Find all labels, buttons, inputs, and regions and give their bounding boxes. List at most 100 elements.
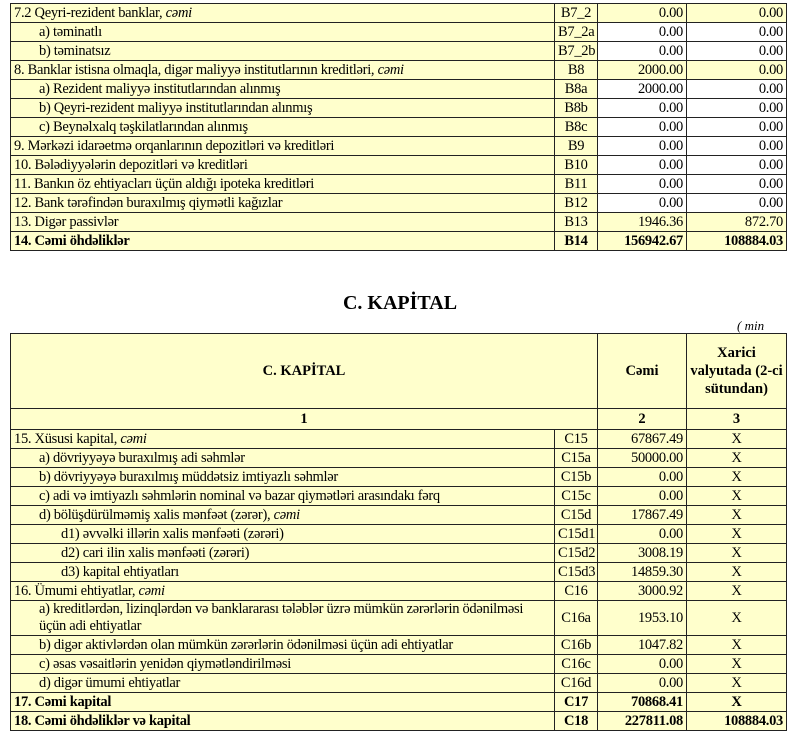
row-label-text: c) adi və imtiyazlı səhmlərin nominal və… (39, 487, 440, 504)
row-value-total: 0.00 (597, 654, 687, 674)
header-col-number-2: 2 (597, 408, 687, 430)
row-code-text: C15c (561, 487, 591, 504)
row-value-foreign-text: 108884.03 (724, 232, 783, 249)
table-row: b) dövriyyəyə buraxılmış müddətsiz imtiy… (10, 467, 787, 487)
row-label: c) adi və imtiyazlı səhmlərin nominal və… (10, 486, 555, 506)
row-label: d1) əvvəlki illərin xalis mənfəəti (zərə… (10, 524, 555, 544)
row-label: a) Rezident maliyyə institutlarından alı… (10, 79, 555, 99)
section-title: C. KAPİTAL (342, 292, 458, 314)
row-value-total-text: 3000.92 (637, 582, 683, 599)
row-value-foreign-text: 0.00 (758, 99, 783, 116)
row-code: C15d3 (554, 562, 598, 582)
table-row: d2) cari ilin xalis mənfəəti (zərəri) C15… (10, 543, 787, 563)
row-value-foreign: 0.00 (686, 174, 787, 194)
table-row: 7.2 Qeyri-rezident banklar, cəmi B7_2 0.00… (10, 3, 787, 23)
row-value-total-text: 0.00 (658, 99, 683, 116)
row-value-foreign: X (686, 486, 787, 506)
row-code-text: B12 (564, 194, 588, 211)
row-code: B7_2a (554, 22, 598, 42)
header-foreign-currency: Xarici valyutada (2-ci sütundan) (686, 333, 787, 409)
row-label: 7.2 Qeyri-rezident banklar, cəmi (10, 3, 555, 23)
row-value-total: 1953.10 (597, 600, 687, 636)
row-code-text: C18 (563, 712, 589, 729)
row-value-total-text: 227811.08 (624, 712, 683, 729)
row-value-total: 17867.49 (597, 505, 687, 525)
row-code: C17 (554, 692, 598, 712)
table-row: 16. Ümumi ehtiyatlar, cəmi C16 3000.92 X (10, 581, 787, 601)
row-value-foreign: 0.00 (686, 41, 787, 61)
row-value-foreign-text: 0.00 (758, 61, 783, 78)
row-value-total: 0.00 (597, 117, 687, 137)
row-code: C15b (554, 467, 598, 487)
row-code-text: C16 (564, 582, 588, 599)
row-value-total: 0.00 (597, 3, 687, 23)
table-row: 14. Cəmi öhdəliklər B14 156942.67 108884.03 (10, 231, 787, 251)
row-label: 9. Mərkəzi idarəetmə orqanlarının depozi… (10, 136, 555, 156)
row-value-foreign: 872.70 (686, 212, 787, 232)
row-code: C18 (554, 711, 598, 731)
table-row: d) digər ümumi ehtiyatlar C16d 0.00 X (10, 673, 787, 693)
row-label: 12. Bank tərəfindən buraxılmış qiymətli … (10, 193, 555, 213)
row-value-total-text: 0.00 (658, 655, 683, 672)
row-label-text: a) kreditlərdən, lizinqlərdən və banklar… (39, 601, 524, 635)
row-value-total: 2000.00 (597, 60, 687, 80)
header-col-number-1: 1 (10, 408, 598, 430)
row-value-total-text: 1047.82 (637, 636, 683, 653)
row-value-foreign: X (686, 429, 787, 449)
row-label-text: 11. Bankın öz ehtiyacları üçün aldığı ip… (14, 175, 314, 192)
row-value-foreign: 0.00 (686, 117, 787, 137)
row-value-total: 227811.08 (597, 711, 687, 731)
table-row: 8. Banklar istisna olmaqla, digər maliyy… (10, 60, 787, 80)
row-label-text: 9. Mərkəzi idarəetmə orqanlarının depozi… (14, 137, 335, 154)
table-row: 12. Bank tərəfindən buraxılmış qiymətli … (10, 193, 787, 213)
row-label-text: 17. Cəmi kapital (14, 693, 112, 710)
row-code: B14 (554, 231, 598, 251)
row-value-foreign: 0.00 (686, 22, 787, 42)
row-value-total: 0.00 (597, 174, 687, 194)
row-value-foreign: X (686, 692, 787, 712)
row-value-foreign-text: 0.00 (758, 137, 783, 154)
row-value-foreign-text: 0.00 (758, 42, 783, 59)
row-label-text: 7.2 Qeyri-rezident banklar, (14, 4, 166, 21)
row-value-total-text: 17867.49 (631, 506, 683, 523)
row-label-text: c) Beynəlxalq təşkilatlarından alınmış (39, 118, 248, 135)
table-row: 11. Bankın öz ehtiyacları üçün aldığı ip… (10, 174, 787, 194)
row-label: 16. Ümumi ehtiyatlar, cəmi (10, 581, 555, 601)
row-label-text: 13. Digər passivlər (14, 213, 119, 230)
table-row: 17. Cəmi kapital C17 70868.41 X (10, 692, 787, 712)
row-value-foreign-text: X (731, 582, 742, 599)
table-row: a) təminatlı B7_2a 0.00 0.00 (10, 22, 787, 42)
row-value-total-text: 156942.67 (624, 232, 683, 249)
row-label-text: a) Rezident maliyyə institutlarından alı… (39, 80, 281, 97)
row-label: 8. Banklar istisna olmaqla, digər maliyy… (10, 60, 555, 80)
row-code: C16 (554, 581, 598, 601)
row-value-total-text: 0.00 (658, 468, 683, 485)
header-col-number-3: 3 (686, 408, 787, 430)
row-label-text: d) digər ümumi ehtiyatlar (39, 674, 181, 691)
row-label: b) dövriyyəyə buraxılmış müddətsiz imtiy… (10, 467, 555, 487)
row-code-text: B9 (567, 137, 585, 154)
row-code-text: B8b (564, 99, 588, 116)
row-label: d2) cari ilin xalis mənfəəti (zərəri) (10, 543, 555, 563)
row-value-foreign-text: 0.00 (758, 23, 783, 40)
row-label: c) əsas vəsaitlərin yenidən qiymətləndir… (10, 654, 555, 674)
row-value-total: 0.00 (597, 41, 687, 61)
row-value-foreign: 0.00 (686, 193, 787, 213)
row-value-foreign-text: X (731, 449, 742, 466)
header-total: Cəmi (597, 333, 687, 409)
row-value-foreign-text: 0.00 (758, 194, 783, 211)
row-code: C16c (554, 654, 598, 674)
row-value-total: 0.00 (597, 136, 687, 156)
row-value-total-text: 70868.41 (631, 693, 683, 710)
row-value-foreign: X (686, 505, 787, 525)
row-value-total-text: 0.00 (658, 156, 683, 173)
row-value-foreign: 0.00 (686, 79, 787, 99)
row-label: d3) kapital ehtiyatları (10, 562, 555, 582)
row-label: 15. Xüsusi kapital, cəmi (10, 429, 555, 449)
row-label-text: 12. Bank tərəfindən buraxılmış qiymətli … (14, 194, 283, 211)
row-value-total-text: 50000.00 (631, 449, 683, 466)
row-label-text: d2) cari ilin xalis mənfəəti (zərəri) (61, 544, 250, 561)
header-description: C. KAPİTAL (10, 333, 598, 409)
row-value-total-text: 0.00 (658, 194, 683, 211)
row-code: C15a (554, 448, 598, 468)
